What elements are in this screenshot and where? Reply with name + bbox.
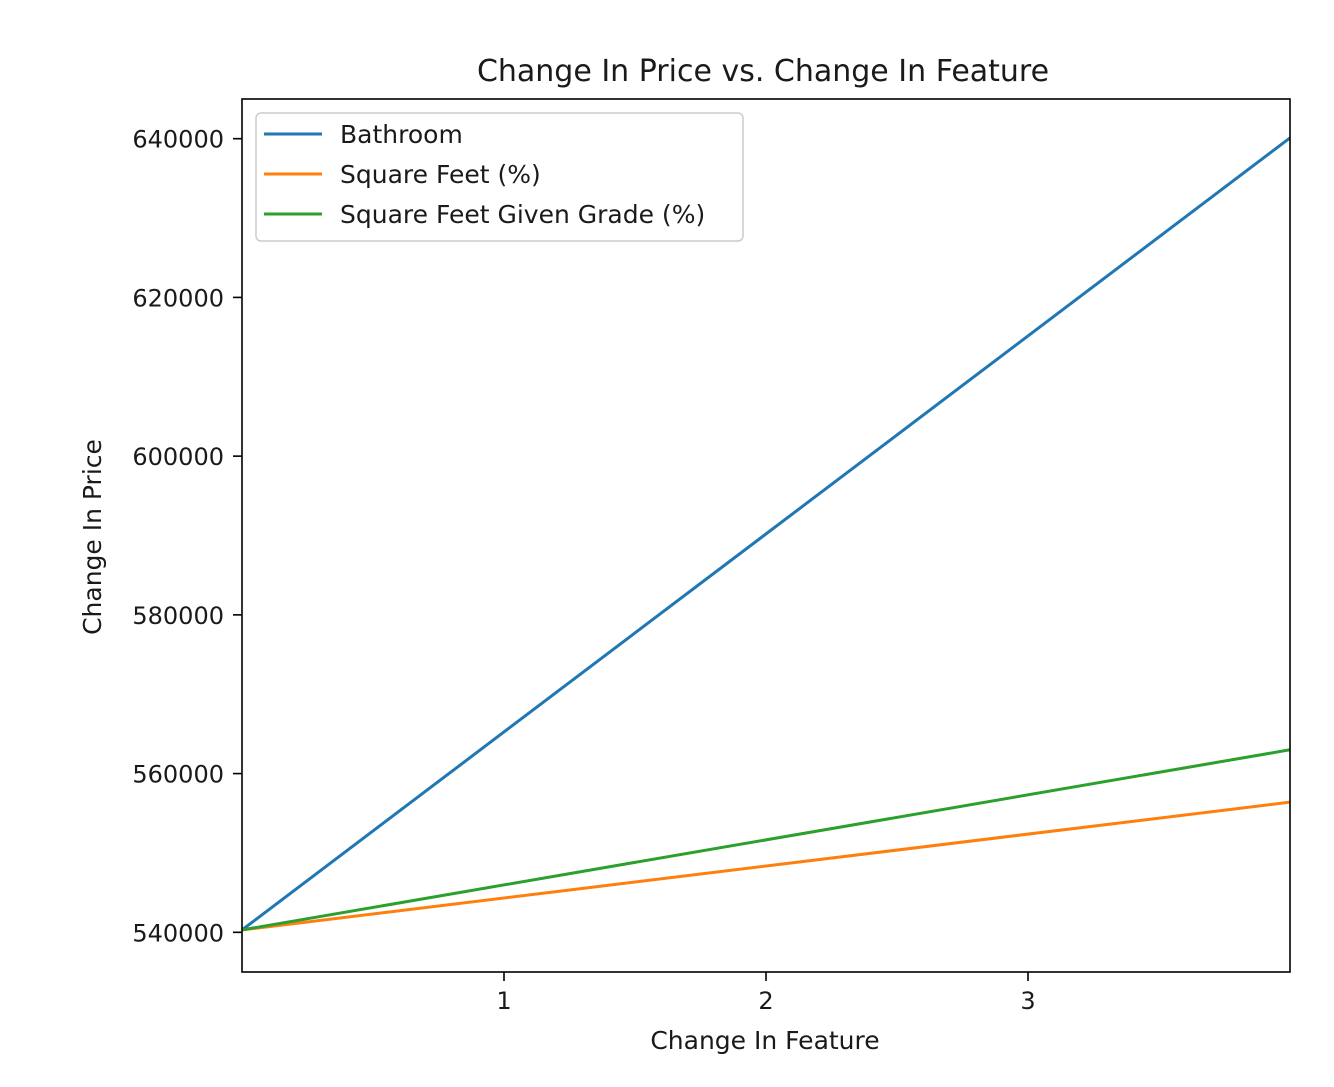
x-axis-label: Change In Feature	[650, 1026, 879, 1055]
x-tick-label-2: 3	[1020, 987, 1035, 1015]
y-axis-label: Change In Price	[78, 439, 107, 635]
series-line-1	[242, 800, 1290, 932]
x-tick-label-1: 2	[758, 987, 773, 1015]
y-tick-label-2: 580000	[132, 602, 224, 630]
y-tick-label-1: 560000	[132, 761, 224, 789]
legend-label-2: Square Feet Given Grade (%)	[340, 200, 705, 229]
y-tick-label-5: 640000	[132, 126, 224, 154]
y-tick-label-4: 620000	[132, 284, 224, 312]
x-tick-label-0: 1	[496, 987, 511, 1015]
series-line-0	[242, 136, 1290, 932]
y-tick-label-3: 600000	[132, 443, 224, 471]
legend-box	[255, 112, 744, 242]
legend: Bathroom Square Feet (%) Square Feet Given…	[255, 112, 744, 242]
series-lines	[242, 136, 1290, 932]
chart-title: Change In Price vs. Change In Feature	[477, 54, 1049, 89]
y-tick-label-0: 540000	[132, 919, 224, 947]
legend-label-0: Bathroom	[340, 120, 463, 149]
legend-label-1: Square Feet (%)	[340, 160, 541, 189]
series-line-2	[242, 748, 1290, 932]
